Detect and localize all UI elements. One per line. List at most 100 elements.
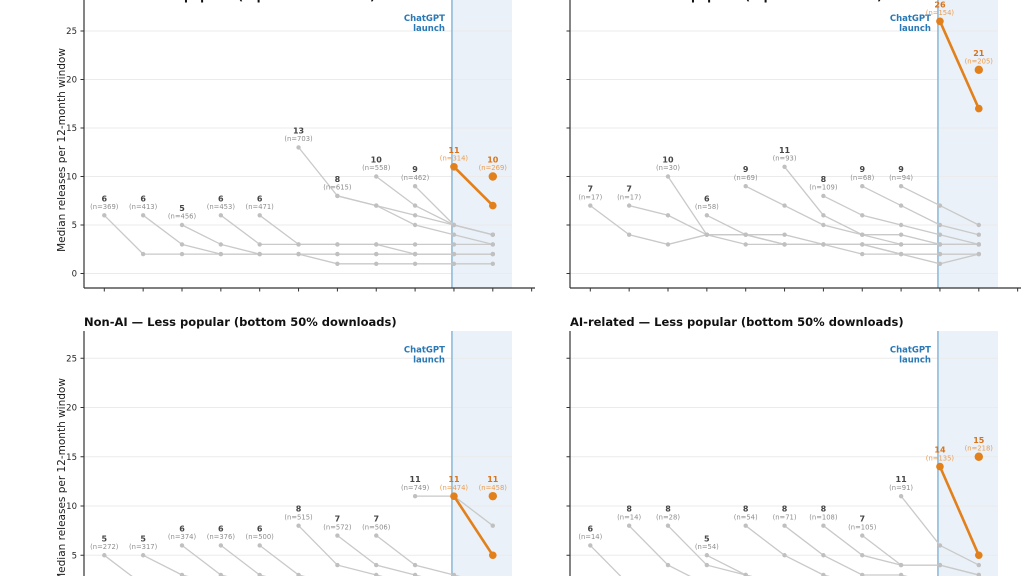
cohort-n-label: (n=314) bbox=[440, 155, 469, 163]
cohort-value-label: 9 bbox=[898, 165, 904, 174]
cohort-line bbox=[667, 525, 753, 576]
chatgpt-period-shade bbox=[937, 0, 998, 288]
data-point bbox=[937, 562, 943, 568]
data-point bbox=[974, 65, 983, 75]
data-point bbox=[936, 462, 944, 471]
data-point bbox=[257, 543, 262, 548]
cohort-n-label: (n=17) bbox=[578, 193, 602, 201]
data-point bbox=[335, 193, 340, 199]
data-point bbox=[296, 523, 301, 528]
data-point bbox=[975, 551, 983, 560]
panel-title-ai-more: AI-related — More popular (top 50% downl… bbox=[570, 0, 882, 2]
data-point bbox=[296, 572, 301, 576]
data-point bbox=[179, 543, 185, 548]
data-point bbox=[704, 553, 710, 558]
data-point bbox=[782, 203, 787, 208]
data-point bbox=[937, 222, 943, 228]
data-point bbox=[860, 251, 865, 257]
cohort-n-label: (n=462) bbox=[401, 174, 430, 182]
data-point bbox=[257, 242, 262, 247]
data-point bbox=[665, 242, 671, 247]
data-point bbox=[937, 261, 943, 266]
data-point bbox=[626, 523, 632, 528]
cohort-value-label: 7 bbox=[626, 185, 632, 194]
y-tick-label: 5 bbox=[72, 551, 77, 561]
data-point bbox=[782, 164, 787, 169]
data-point bbox=[102, 553, 107, 558]
data-point bbox=[898, 222, 904, 228]
y-tick-label: 15 bbox=[66, 453, 77, 463]
data-point bbox=[218, 213, 224, 218]
cohort-value-label: 6 bbox=[257, 524, 263, 533]
data-point bbox=[450, 492, 458, 500]
data-point bbox=[489, 201, 497, 210]
cohort-line bbox=[938, 20, 980, 110]
data-point bbox=[860, 572, 865, 576]
y-tick-label: 20 bbox=[66, 404, 77, 414]
y-tick-label: 10 bbox=[66, 502, 77, 512]
cohort-n-label: (n=374) bbox=[168, 533, 197, 541]
panel-title-ai-less: AI-related — Less popular (bottom 50% do… bbox=[570, 315, 904, 329]
data-point bbox=[412, 493, 418, 499]
cohort-value-label: 5 bbox=[179, 204, 185, 213]
data-point bbox=[296, 145, 301, 150]
data-point bbox=[374, 533, 379, 538]
data-point bbox=[976, 562, 981, 568]
cohort-value-label: 5 bbox=[704, 534, 710, 543]
cohort-n-label: (n=69) bbox=[734, 174, 758, 182]
data-point bbox=[937, 203, 943, 208]
cohort-line bbox=[628, 525, 691, 576]
data-point bbox=[451, 232, 457, 237]
cohort-value-label: 11 bbox=[896, 475, 908, 484]
cohort-n-label: (n=105) bbox=[848, 523, 877, 531]
data-point bbox=[179, 242, 185, 247]
cohort-value-label: 14 bbox=[934, 446, 946, 455]
chatgpt-launch-label: launch bbox=[899, 24, 931, 34]
cohort-n-label: (n=269) bbox=[479, 164, 508, 172]
y-tick-label: 20 bbox=[66, 76, 77, 86]
data-point bbox=[743, 572, 748, 576]
chatgpt-launch-label: launch bbox=[413, 24, 445, 34]
cohort-value-label: 9 bbox=[859, 165, 865, 174]
cohort-line bbox=[589, 544, 622, 576]
cohort-line bbox=[861, 534, 979, 576]
y-tick-label: 25 bbox=[66, 27, 77, 37]
cohort-value-label: 8 bbox=[626, 505, 632, 514]
cohort-n-label: (n=109) bbox=[809, 184, 838, 192]
cohort-n-label: (n=615) bbox=[323, 184, 352, 192]
data-point bbox=[898, 203, 904, 208]
cohort-line bbox=[142, 554, 189, 576]
cohort-value-label: 11 bbox=[779, 146, 791, 155]
cohort-n-label: (n=58) bbox=[695, 203, 719, 211]
data-point bbox=[218, 543, 224, 548]
data-point bbox=[974, 452, 983, 461]
data-point bbox=[451, 251, 457, 257]
data-point bbox=[937, 242, 943, 247]
cohort-value-label: 8 bbox=[665, 505, 671, 514]
cohort-n-label: (n=515) bbox=[284, 513, 313, 521]
data-point bbox=[179, 222, 185, 228]
data-point bbox=[412, 572, 418, 576]
cohort-value-label: 7 bbox=[859, 515, 865, 524]
cohort-value-label: 5 bbox=[140, 534, 146, 543]
data-point bbox=[140, 213, 146, 218]
cohort-n-label: (n=456) bbox=[168, 213, 197, 221]
data-point bbox=[937, 543, 943, 548]
data-point bbox=[626, 203, 632, 208]
data-point bbox=[975, 104, 983, 113]
data-point bbox=[490, 261, 495, 266]
data-point bbox=[665, 174, 671, 179]
data-point bbox=[860, 213, 865, 218]
data-point bbox=[588, 543, 593, 548]
data-point bbox=[412, 562, 418, 568]
cohort-value-label: 10 bbox=[487, 156, 499, 165]
cohort-value-label: 6 bbox=[140, 194, 146, 203]
chatgpt-period-shade bbox=[451, 331, 512, 576]
chatgpt-launch-label: ChatGPT bbox=[890, 346, 931, 356]
cohort-value-label: 9 bbox=[412, 165, 418, 174]
cohort-value-label: 11 bbox=[448, 146, 460, 155]
cohort-value-label: 8 bbox=[782, 505, 788, 514]
y-tick-label: 0 bbox=[72, 270, 77, 280]
data-point bbox=[257, 251, 262, 257]
data-point bbox=[898, 184, 904, 189]
